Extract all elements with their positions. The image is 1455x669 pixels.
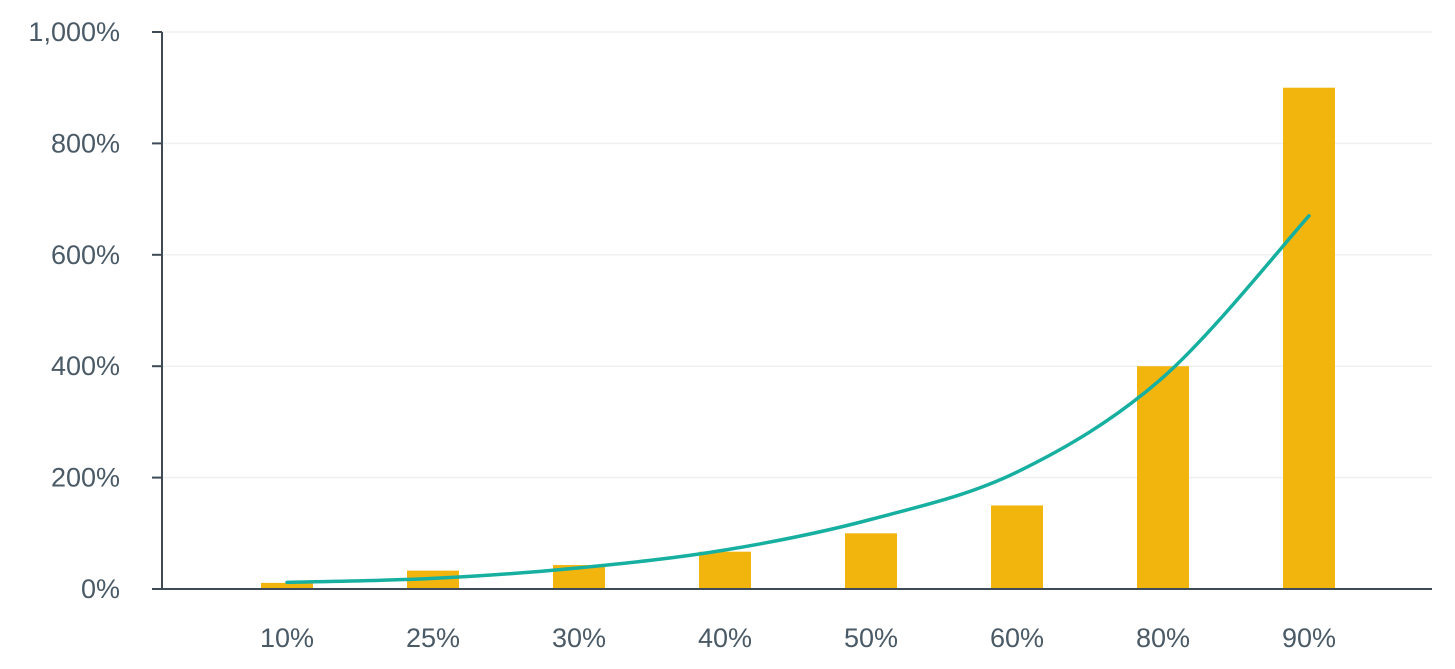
bar: [991, 505, 1043, 589]
x-tick-label: 90%: [1282, 623, 1336, 653]
bar-series: [261, 87, 1335, 589]
bar: [553, 565, 605, 589]
axes: [152, 32, 1432, 590]
y-tick-label: 0%: [81, 574, 120, 604]
x-tick-label: 60%: [990, 623, 1044, 653]
y-tick-label: 200%: [51, 463, 120, 493]
y-tick-label: 800%: [51, 128, 120, 158]
x-tick-label: 40%: [698, 623, 752, 653]
x-tick-label: 80%: [1136, 623, 1190, 653]
bar: [1283, 87, 1335, 589]
trend-line-series: [285, 214, 1311, 585]
y-axis-tick-labels: 0% 200% 400% 600% 800% 1,000%: [28, 17, 162, 604]
gridlines: [162, 31, 1432, 479]
x-axis-tick-labels: 10% 25% 30% 40% 50% 60% 80% 90%: [260, 623, 1336, 653]
x-tick-label: 50%: [844, 623, 898, 653]
x-tick-label: 30%: [552, 623, 606, 653]
bar: [699, 551, 751, 589]
x-tick-label: 10%: [260, 623, 314, 653]
x-tick-label: 25%: [406, 623, 460, 653]
bar: [845, 533, 897, 589]
y-tick-label: 400%: [51, 351, 120, 381]
bar: [261, 582, 313, 589]
bar: [1137, 366, 1189, 589]
trend-line: [285, 214, 1311, 585]
y-tick-label: 600%: [51, 240, 120, 270]
y-tick-label: 1,000%: [28, 17, 120, 47]
